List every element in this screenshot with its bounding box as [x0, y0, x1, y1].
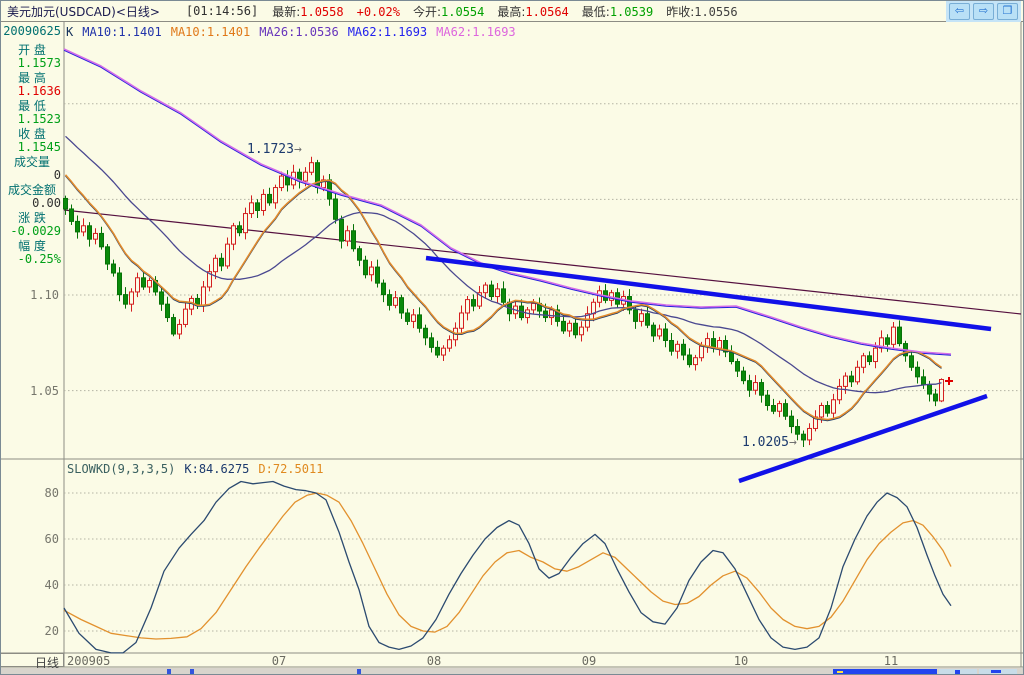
month-label: 08 — [426, 654, 442, 668]
taskbar-dash-3 — [357, 669, 361, 674]
kd-axis-label: 60 — [44, 532, 59, 546]
ohlc-row-value: 0.00 — [32, 196, 61, 210]
legend-ma-item: MA26:1.0536 — [259, 25, 339, 39]
forward-button[interactable]: ⇨ — [973, 3, 994, 20]
legend-k: K — [66, 25, 74, 39]
ohlc-row-value: 0 — [53, 168, 61, 182]
ohlc-row: 涨 跌 -0.0029 — [1, 212, 63, 238]
quote-field: 昨收:1.0556 — [666, 5, 737, 19]
quote-bar: 美元加元(USDCAD)<日线> [01:14:56] 最新:1.0558 +0.… — [1, 1, 1023, 22]
quote-field-value: 1.0554 — [441, 4, 485, 19]
kd-axis-label: 80 — [44, 486, 59, 500]
quote-field-value: 1.0556 — [694, 4, 738, 19]
ohlc-row: 最 高 1.1636 — [1, 72, 63, 98]
kd-legend-d: D:72.5011 — [258, 462, 324, 476]
quote-field: +0.02% — [357, 5, 400, 19]
arrow-right-icon: → — [293, 142, 302, 157]
month-label: 11 — [883, 654, 899, 668]
arrow-right-icon: → — [788, 435, 797, 450]
quote-field: 最高:1.0564 — [497, 5, 568, 19]
price-annotation-text: 1.0205 — [742, 435, 789, 450]
windows-button[interactable]: ❐ — [997, 3, 1018, 20]
ohlc-row-label: 成交量 — [13, 155, 50, 169]
quote-field: 最新:1.0558 — [272, 5, 343, 19]
month-label: 07 — [271, 654, 287, 668]
price-annotation: 1.1723→ — [247, 142, 302, 157]
ohlc-rows: 开 盘 1.1573 最 高 1.1636 最 低 1.1523 收 盘 1.1545 成交量 0… — [1, 44, 63, 266]
ohlc-row-value: 1.1636 — [17, 84, 61, 98]
legend-ma-item: MA62:1.1693 — [436, 25, 516, 39]
quote-field: 今开:1.0554 — [413, 5, 484, 19]
taskbar-button-2[interactable] — [939, 669, 977, 674]
kd-legend-k: K:84.6275 — [184, 462, 250, 476]
legend-ma-item: MA10:1.1401 — [170, 25, 251, 39]
ohlc-row-label: 最 高 — [18, 71, 46, 85]
ohlc-row-label: 涨 跌 — [18, 211, 46, 225]
taskbar-dash-2 — [190, 669, 194, 674]
quote-field-value: 1.0564 — [525, 4, 569, 19]
quote-field: 最低:1.0539 — [582, 5, 653, 19]
ohlc-row-value: 1.1545 — [17, 140, 61, 154]
legend-ma-item: MA62:1.1693 — [347, 25, 428, 39]
ohlc-row-label: 幅 度 — [18, 239, 46, 253]
ohlc-row: 收 盘 1.1545 — [1, 128, 63, 154]
quote-field-label: 今开: — [412, 4, 442, 19]
price-axis-label: 1.05 — [30, 384, 59, 398]
taskbar-button-marker — [837, 671, 843, 673]
legend-ma-item: MA10:1.1401 — [82, 25, 162, 39]
kd-axis-label: 40 — [44, 578, 59, 592]
month-label: 200905 — [67, 654, 111, 668]
quote-field-label: 最低: — [581, 4, 610, 19]
quote-field-label: 昨收: — [666, 4, 695, 19]
symbol-title: 美元加元(USDCAD)<日线> — [7, 4, 160, 19]
quote-field-label: 最高: — [497, 4, 526, 19]
taskbar-active-button[interactable] — [833, 669, 937, 674]
taskbar-button-3-icon — [991, 670, 1001, 673]
back-button[interactable]: ⇦ — [949, 3, 970, 20]
quote-field-label: 最新: — [272, 4, 301, 19]
taskbar-button-3[interactable] — [979, 669, 1017, 674]
ma-legend: K MA10:1.1401 MA10:1.1401 MA26:1.0536 MA62:1… — [66, 25, 525, 39]
price-axis-label: 1.10 — [30, 288, 59, 302]
quote-field-value: +0.02% — [356, 4, 400, 19]
kd-legend: SLOWKD(9,3,3,5) K:84.6275 D:72.5011 — [67, 462, 332, 476]
taskbar-dash-1 — [167, 669, 171, 674]
quote-fields: 最新:1.0558 +0.02% 今开:1.0554 最高:1.0564 最低:1.05… — [272, 3, 750, 20]
quote-time: [01:14:56] — [185, 4, 259, 18]
ohlc-row-label: 收 盘 — [18, 127, 46, 141]
kd-axis-label: 20 — [44, 624, 59, 638]
kd-legend-name: SLOWKD(9,3,3,5) — [67, 462, 176, 476]
taskbar-fragment — [1, 668, 1023, 674]
price-annotation-text: 1.1723 — [247, 142, 294, 157]
ohlc-row-value: 1.1573 — [17, 56, 61, 70]
taskbar-button-2-icon — [955, 670, 960, 674]
ohlc-row-value: -0.25% — [17, 252, 61, 266]
ohlc-row-label: 开 盘 — [18, 43, 46, 57]
selected-date: 20090625 — [3, 24, 61, 38]
price-annotation: 1.0205→ — [742, 435, 797, 450]
period-selector[interactable]: 日线 — [1, 653, 64, 670]
ohlc-row-value: -0.0029 — [10, 224, 61, 238]
ohlc-row: 幅 度 -0.25% — [1, 240, 63, 266]
ohlc-row-label: 最 低 — [18, 99, 46, 113]
ohlc-row: 最 低 1.1523 — [1, 100, 63, 126]
quote-field-value: 1.0539 — [609, 4, 654, 19]
toolbar-buttons: ⇦ ⇨ ❐ — [946, 1, 1021, 22]
ohlc-row: 成交量 0 — [1, 156, 63, 182]
month-label: 10 — [733, 654, 749, 668]
ohlc-row: 成交金额 0.00 — [1, 184, 63, 210]
month-label: 09 — [581, 654, 597, 668]
ohlc-row-label: 成交金额 — [7, 183, 56, 197]
ohlc-row: 开 盘 1.1573 — [1, 44, 63, 70]
quote-field-value: 1.0558 — [300, 4, 344, 19]
ohlc-row-value: 1.1523 — [17, 112, 61, 126]
